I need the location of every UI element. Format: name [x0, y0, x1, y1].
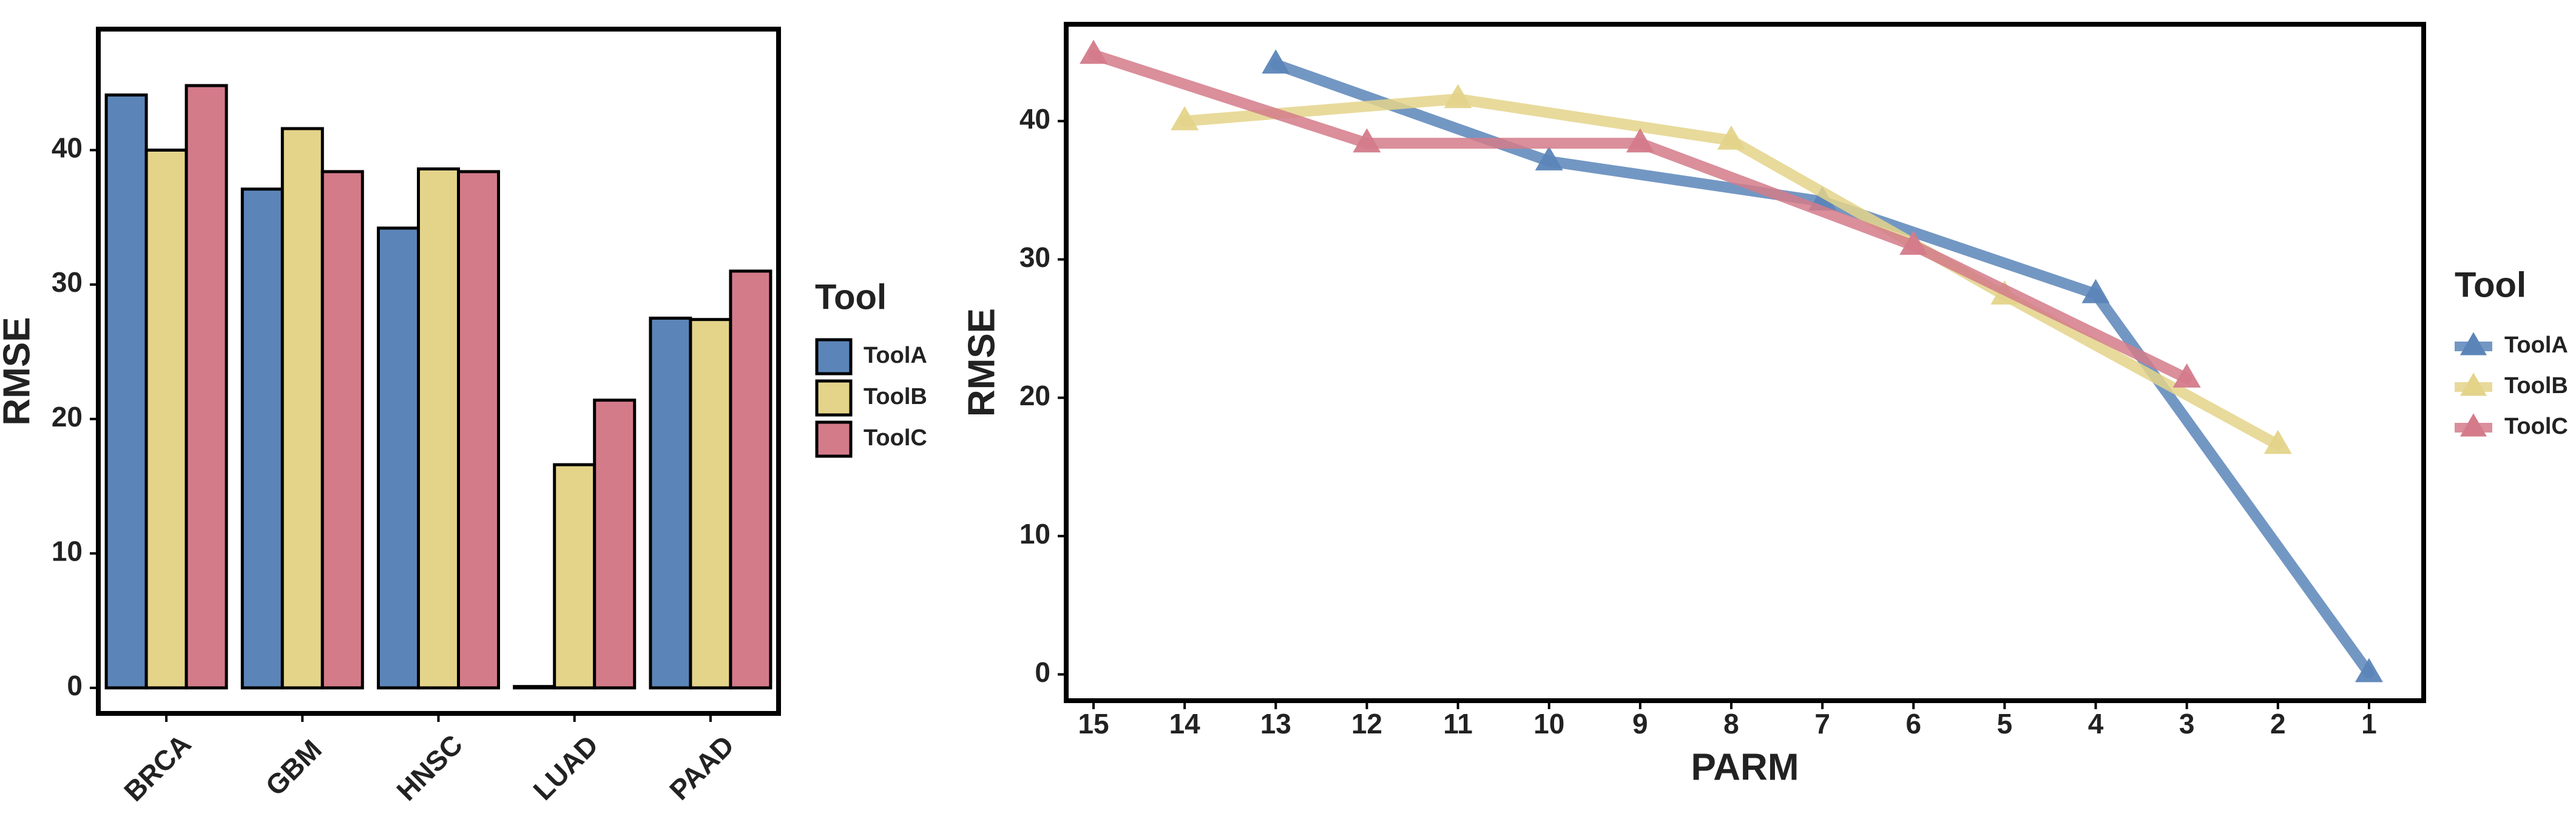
y-axis-label: RMSE — [0, 317, 38, 425]
x-tick-label: 3 — [2179, 708, 2195, 739]
legend-label-toolc: ToolC — [864, 425, 927, 451]
x-tick-label: 7 — [1814, 708, 1830, 739]
bar-toolc-gbm — [320, 170, 364, 690]
x-tick-label: 13 — [1260, 708, 1291, 739]
series-line-toolb — [1179, 93, 2284, 451]
legend-key-toolb — [815, 379, 853, 417]
x-tick-label: BRCA — [118, 728, 197, 807]
bar-toolc-paad — [729, 269, 772, 690]
legend-label-toola: ToolA — [864, 343, 927, 368]
legend-marker-toolb — [2460, 372, 2487, 396]
x-tick-label: 11 — [1443, 708, 1473, 739]
bar-toolb-hnsc — [417, 167, 460, 690]
point-toola-x4 — [2081, 278, 2110, 303]
bar-toolb-brca — [144, 148, 188, 690]
legend-label-toolb: ToolB — [864, 384, 927, 409]
bar-toola-brca — [104, 93, 148, 690]
y-tick-label: 10 — [52, 535, 83, 567]
x-tick-label: 5 — [1997, 708, 2013, 739]
x-axis-label: PARM — [1691, 746, 1799, 788]
bar-toolb-gbm — [280, 127, 324, 690]
y-tick-label: 40 — [52, 132, 83, 164]
y-tick-label: 0 — [1035, 656, 1050, 688]
legend-title: Tool — [815, 277, 887, 317]
y-tick-label: 20 — [1019, 380, 1050, 411]
point-toolc-x12 — [1353, 128, 1381, 153]
legend-label-toolc: ToolC — [2504, 414, 2568, 439]
bar-toola-luad — [513, 685, 556, 690]
bar-toola-paad — [649, 316, 692, 690]
point-toolb-x2 — [2263, 430, 2292, 454]
point-toola-x10 — [1535, 146, 1563, 170]
point-toola-x13 — [1262, 49, 1290, 74]
x-tick-label: 4 — [2088, 708, 2104, 739]
plot-frame — [96, 27, 781, 716]
y-tick-label: 40 — [1019, 103, 1050, 135]
bar-toola-hnsc — [377, 226, 420, 690]
bar-toolb-paad — [689, 318, 732, 690]
x-tick-label: 1 — [2361, 708, 2377, 739]
point-toolc-x3 — [2172, 363, 2201, 388]
legend-label-toolb: ToolB — [2504, 373, 2568, 399]
y-tick-label: 10 — [1019, 518, 1050, 550]
legend-marker-toola — [2460, 332, 2487, 355]
legend-label-toola: ToolA — [2504, 332, 2568, 358]
x-tick-label: 15 — [1078, 708, 1109, 739]
x-tick-label: 9 — [1632, 708, 1648, 739]
y-tick-label: 30 — [52, 266, 83, 298]
y-tick-label: 30 — [1019, 241, 1050, 273]
legend-key-toolc — [815, 420, 853, 458]
y-tick-label: 0 — [67, 670, 83, 701]
legend-marker-toolc — [2460, 413, 2487, 437]
point-toola-x1 — [2355, 658, 2383, 682]
legend-key-toola — [815, 338, 853, 376]
point-toolb-x14 — [1171, 106, 1199, 130]
bar-toolb-luad — [553, 463, 597, 690]
plot-frame — [1064, 22, 2426, 703]
x-tick-label: 6 — [1905, 708, 1921, 739]
point-toolb-x8 — [1717, 125, 1745, 150]
bar-chart: BRCA GBM HNSC LUAD PAAD 0 10 20 30 40 RMSE Tool Tool… — [0, 27, 927, 807]
point-toolb-x11 — [1444, 84, 1472, 109]
x-tick-label: 10 — [1533, 708, 1564, 739]
bar-toolc-hnsc — [457, 170, 500, 690]
y-axis-label: RMSE — [961, 308, 1002, 417]
series-line-toolc — [1088, 49, 2192, 384]
bar-toolc-luad — [593, 399, 637, 690]
x-tick-label: LUAD — [527, 729, 604, 806]
x-tick-label: PAAD — [663, 729, 740, 806]
line-chart: 15 14 13 12 11 10 9 8 7 6 5 4 3 2 1010203040PARMRMSETo… — [961, 22, 2568, 788]
x-tick-label: 2 — [2270, 708, 2286, 739]
y-tick-label: 20 — [52, 401, 83, 433]
point-toolc-x15 — [1080, 39, 1108, 64]
bar-toolc-brca — [184, 84, 228, 690]
x-tick-label: 8 — [1723, 708, 1739, 739]
x-tick-label: 14 — [1169, 708, 1201, 739]
point-toolc-x9 — [1626, 128, 1654, 153]
legend-title: Tool — [2455, 265, 2526, 305]
point-toolc-x6 — [1899, 231, 1928, 255]
x-tick-label: HNSC — [390, 729, 468, 807]
bar-toola-gbm — [240, 187, 284, 690]
x-tick-label: 12 — [1351, 708, 1382, 739]
x-tick-label: GBM — [259, 733, 328, 802]
series-line-toola — [1270, 59, 2375, 679]
